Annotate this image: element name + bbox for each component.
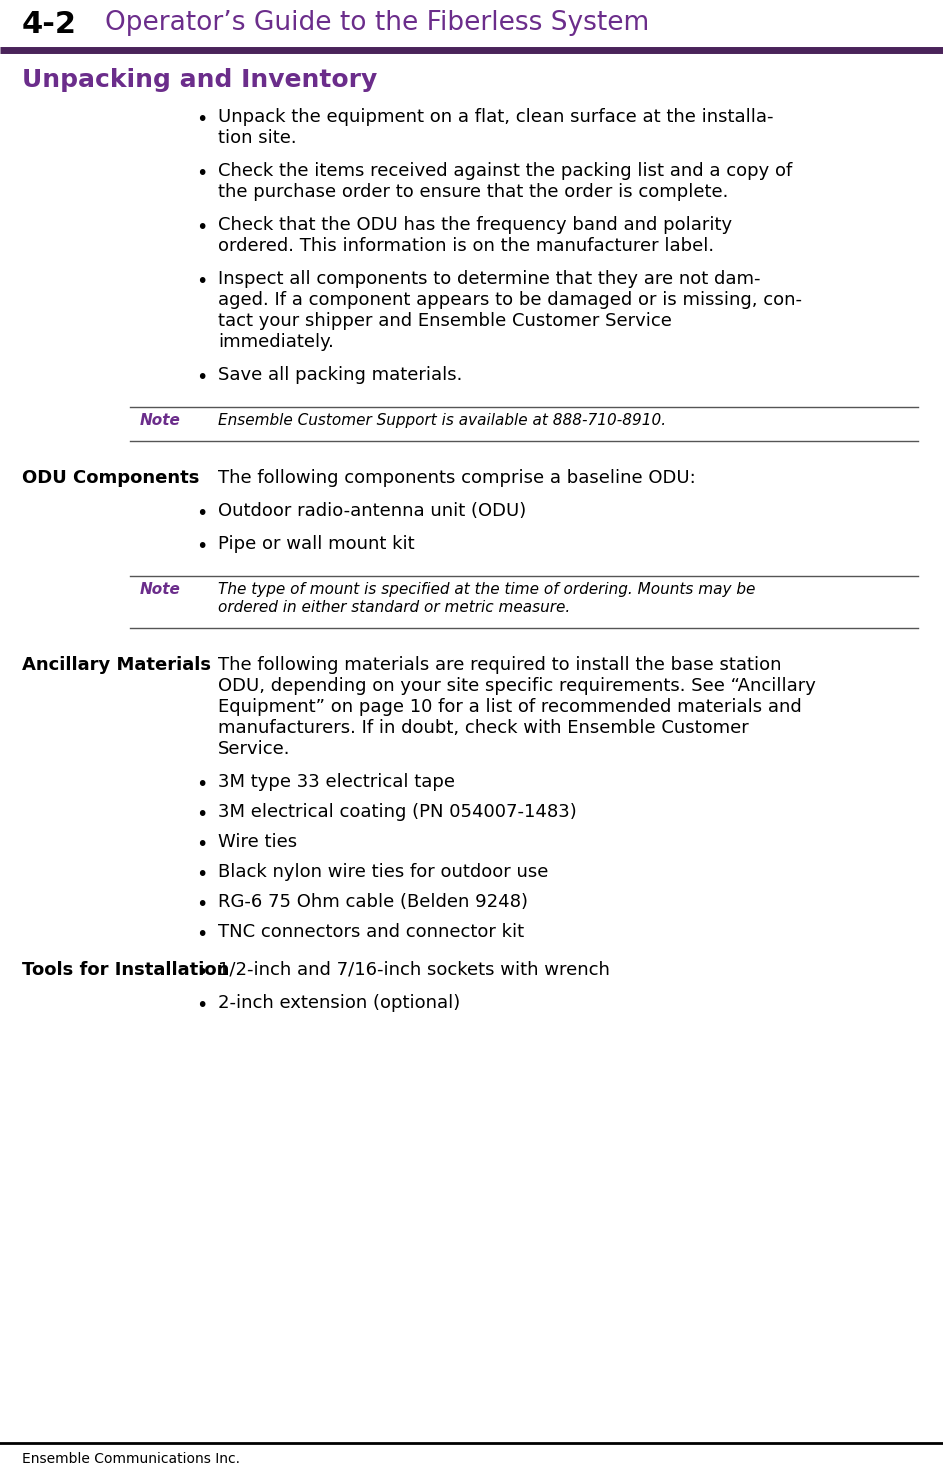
Text: •: •	[196, 996, 207, 1015]
Text: 2-inch extension (optional): 2-inch extension (optional)	[218, 995, 460, 1012]
Text: •: •	[196, 805, 207, 824]
Text: manufacturers. If in doubt, check with Ensemble Customer: manufacturers. If in doubt, check with E…	[218, 719, 749, 737]
Text: 3M type 33 electrical tape: 3M type 33 electrical tape	[218, 773, 455, 790]
Text: Operator’s Guide to the Fiberless System: Operator’s Guide to the Fiberless System	[105, 10, 649, 36]
Text: tion site.: tion site.	[218, 129, 297, 147]
Text: the purchase order to ensure that the order is complete.: the purchase order to ensure that the or…	[218, 184, 728, 201]
Text: Ensemble Communications Inc.: Ensemble Communications Inc.	[22, 1452, 240, 1467]
Text: Unpacking and Inventory: Unpacking and Inventory	[22, 68, 377, 92]
Text: Ensemble Customer Support is available at 888-710-8910.: Ensemble Customer Support is available a…	[218, 413, 666, 428]
Text: •: •	[196, 505, 207, 522]
Text: ordered. This information is on the manufacturer label.: ordered. This information is on the manu…	[218, 237, 714, 255]
Text: Unpack the equipment on a flat, clean surface at the installa-: Unpack the equipment on a flat, clean su…	[218, 108, 773, 126]
Text: Check that the ODU has the frequency band and polarity: Check that the ODU has the frequency ban…	[218, 216, 732, 234]
Text: ODU Components: ODU Components	[22, 469, 199, 487]
Text: •: •	[196, 864, 207, 884]
Text: •: •	[196, 164, 207, 184]
Text: •: •	[196, 963, 207, 983]
Text: •: •	[196, 925, 207, 944]
Text: 4-2: 4-2	[22, 10, 77, 38]
Text: Service.: Service.	[218, 740, 290, 758]
Text: •: •	[196, 537, 207, 556]
Text: 3M electrical coating (PN 054007-1483): 3M electrical coating (PN 054007-1483)	[218, 804, 577, 821]
Text: The type of mount is specified at the time of ordering. Mounts may be: The type of mount is specified at the ti…	[218, 582, 755, 596]
Text: •: •	[196, 272, 207, 292]
Text: TNC connectors and connector kit: TNC connectors and connector kit	[218, 924, 524, 941]
Text: The following materials are required to install the base station: The following materials are required to …	[218, 656, 782, 673]
Text: Pipe or wall mount kit: Pipe or wall mount kit	[218, 534, 415, 554]
Text: •: •	[196, 369, 207, 386]
Text: Tools for Installation: Tools for Installation	[22, 961, 229, 978]
Text: aged. If a component appears to be damaged or is missing, con-: aged. If a component appears to be damag…	[218, 292, 802, 309]
Text: ODU, depending on your site specific requirements. See “Ancillary: ODU, depending on your site specific req…	[218, 676, 816, 696]
Text: Black nylon wire ties for outdoor use: Black nylon wire ties for outdoor use	[218, 863, 549, 881]
Text: •: •	[196, 218, 207, 237]
Text: •: •	[196, 895, 207, 915]
Text: •: •	[196, 835, 207, 854]
Text: Wire ties: Wire ties	[218, 833, 297, 851]
Text: Inspect all components to determine that they are not dam-: Inspect all components to determine that…	[218, 269, 760, 289]
Text: •: •	[196, 110, 207, 129]
Text: ordered in either standard or metric measure.: ordered in either standard or metric mea…	[218, 599, 571, 616]
Text: Note: Note	[140, 413, 181, 428]
Text: The following components comprise a baseline ODU:: The following components comprise a base…	[218, 469, 696, 487]
Text: RG-6 75 Ohm cable (Belden 9248): RG-6 75 Ohm cable (Belden 9248)	[218, 892, 528, 912]
Text: •: •	[196, 776, 207, 793]
Text: Outdoor radio-antenna unit (ODU): Outdoor radio-antenna unit (ODU)	[218, 502, 526, 519]
Text: 1/2-inch and 7/16-inch sockets with wrench: 1/2-inch and 7/16-inch sockets with wren…	[218, 961, 610, 978]
Text: Ancillary Materials: Ancillary Materials	[22, 656, 211, 673]
Text: Equipment” on page 10 for a list of recommended materials and: Equipment” on page 10 for a list of reco…	[218, 699, 802, 716]
Text: tact your shipper and Ensemble Customer Service: tact your shipper and Ensemble Customer …	[218, 312, 671, 330]
Text: Note: Note	[140, 582, 181, 596]
Text: Save all packing materials.: Save all packing materials.	[218, 366, 462, 383]
Text: Check the items received against the packing list and a copy of: Check the items received against the pac…	[218, 161, 792, 181]
Text: immediately.: immediately.	[218, 333, 334, 351]
